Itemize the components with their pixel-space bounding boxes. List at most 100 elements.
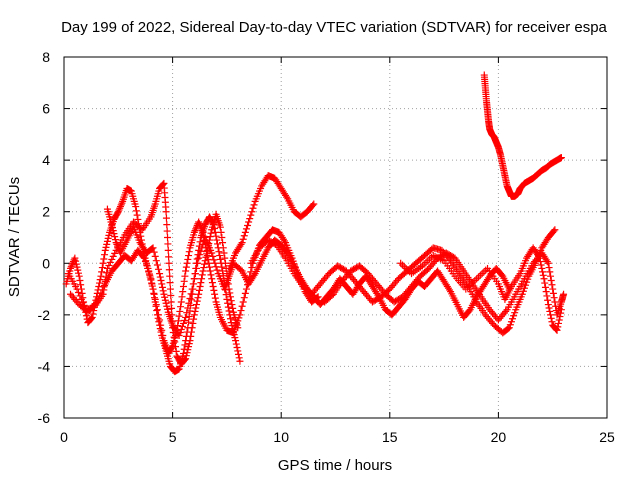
data-point-plus: [522, 281, 530, 289]
data-point-plus: [244, 221, 252, 229]
data-point-plus: [212, 263, 220, 271]
data-point-plus: [163, 221, 171, 229]
data-point-plus: [185, 343, 193, 351]
data-point-plus: [168, 304, 176, 312]
data-point-plus: [233, 344, 241, 352]
data-point-plus: [132, 203, 140, 211]
data-point-plus: [280, 237, 288, 245]
data-point-plus: [73, 285, 81, 293]
data-point-plus: [157, 321, 165, 329]
data-point-plus: [539, 271, 547, 279]
y-tick-label: 4: [42, 152, 50, 168]
data-point-plus: [197, 247, 205, 255]
data-point-plus: [182, 355, 190, 363]
data-point-plus: [153, 307, 161, 315]
data-point-plus: [101, 246, 109, 254]
data-point-plus: [139, 253, 147, 261]
data-point-plus: [95, 279, 103, 287]
data-point-plus: [543, 292, 551, 300]
data-point-plus: [228, 301, 236, 309]
data-point-plus: [101, 251, 109, 259]
data-point-plus: [165, 253, 173, 261]
data-point-plus: [133, 211, 141, 219]
data-point-plus: [94, 295, 102, 303]
data-point-plus: [164, 305, 172, 313]
data-point-plus: [115, 206, 123, 214]
data-point-plus: [179, 282, 187, 290]
data-point-plus: [505, 324, 513, 332]
data-point-plus: [250, 271, 258, 279]
x-axis-label: GPS time / hours: [278, 457, 392, 474]
data-point-plus: [220, 249, 228, 257]
data-point-plus: [91, 300, 99, 308]
data-point-plus: [206, 263, 214, 271]
data-point-plus: [164, 246, 172, 254]
data-point-plus: [183, 259, 191, 267]
data-point-plus: [238, 302, 246, 310]
data-point-plus: [518, 290, 526, 298]
data-point-plus: [193, 297, 201, 305]
data-point-plus: [181, 356, 189, 364]
data-point-plus: [234, 350, 242, 358]
data-point-plus: [205, 259, 213, 267]
data-point-plus: [114, 242, 122, 250]
data-point-plus: [544, 296, 552, 304]
data-point-plus: [100, 255, 108, 263]
data-point-plus: [550, 294, 558, 302]
data-point-plus: [161, 296, 169, 304]
data-point-plus: [557, 306, 565, 314]
data-point-plus: [224, 303, 232, 311]
data-point-plus: [198, 227, 206, 235]
data-point-plus: [166, 285, 174, 293]
data-point-plus: [185, 252, 193, 260]
data-point-plus: [162, 214, 170, 222]
data-point-plus: [182, 263, 190, 271]
data-point-plus: [111, 233, 119, 241]
data-point-plus: [165, 259, 173, 267]
data-point-plus: [108, 255, 116, 263]
data-point-plus: [150, 248, 158, 256]
data-point-plus: [550, 227, 558, 235]
data-point-plus: [158, 283, 166, 291]
data-point-plus: [283, 193, 291, 201]
data-point-plus: [103, 264, 111, 272]
data-point-plus: [198, 225, 206, 233]
x-tick-label: 10: [273, 429, 289, 445]
data-point-plus: [227, 293, 235, 301]
data-point-plus: [548, 318, 556, 326]
data-point-plus: [546, 268, 554, 276]
data-point-plus: [198, 275, 206, 283]
data-point-plus: [219, 267, 227, 275]
data-point-plus: [224, 299, 232, 307]
data-point-plus: [150, 290, 158, 298]
data-point-plus: [167, 298, 175, 306]
series-track-5: [225, 172, 318, 272]
data-point-plus: [77, 295, 85, 303]
data-point-plus: [116, 204, 124, 212]
data-point-plus: [181, 316, 189, 324]
data-point-plus: [250, 201, 258, 209]
data-point-plus: [537, 261, 545, 269]
data-point-plus: [195, 220, 203, 228]
data-point-plus: [211, 259, 219, 267]
data-point-plus: [241, 289, 249, 297]
data-point-plus: [99, 259, 107, 267]
y-tick-label: 8: [42, 49, 50, 65]
data-point-plus: [211, 290, 219, 298]
data-point-plus: [156, 316, 164, 324]
data-point-plus: [225, 307, 233, 315]
data-point-plus: [507, 318, 515, 326]
data-point-plus: [144, 264, 152, 272]
data-point-plus: [96, 276, 104, 284]
data-point-plus: [151, 252, 159, 260]
data-point-plus: [166, 279, 174, 287]
data-point-plus: [191, 227, 199, 235]
data-point-plus: [194, 259, 202, 267]
data-point-plus: [543, 258, 551, 266]
data-point-plus: [134, 215, 142, 223]
data-point-plus: [195, 286, 203, 294]
data-point-plus: [192, 264, 200, 272]
data-point-plus: [240, 232, 248, 240]
data-point-plus: [155, 318, 163, 326]
